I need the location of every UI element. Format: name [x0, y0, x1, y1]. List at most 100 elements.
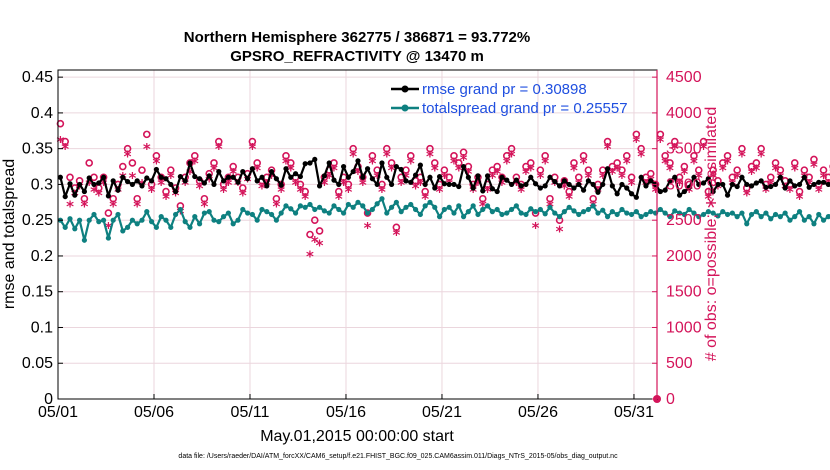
- totalspread-point: [76, 217, 83, 223]
- totalspread-point: [312, 206, 318, 213]
- rmse-point: [753, 180, 759, 186]
- obs-assimilated-point: *: [560, 180, 568, 198]
- y-left-tick-label: 0.05: [22, 355, 53, 372]
- rmse-point: [609, 183, 615, 189]
- obs-possible-point: [450, 152, 458, 160]
- totalspread-point: [465, 209, 471, 215]
- rmse-point: [777, 174, 783, 180]
- rmse-point: [705, 176, 711, 182]
- rmse-point: [115, 187, 121, 193]
- totalspread-point: [758, 214, 764, 220]
- rmse-point: [585, 178, 591, 184]
- rmse-point: [374, 181, 380, 188]
- totalspread-point: [422, 203, 428, 209]
- obs-assimilated-point: *: [460, 151, 468, 169]
- obs-possible-point: [637, 144, 645, 153]
- totalspread-point: [86, 217, 92, 223]
- obs-possible-point: [248, 137, 257, 146]
- obs-assimilated-point: *: [277, 183, 285, 201]
- totalspread-point: [768, 216, 774, 222]
- obs-possible-point: [363, 209, 372, 217]
- totalspread-point: [705, 209, 711, 215]
- obs-possible-point: [109, 194, 117, 203]
- rmse-point: [763, 184, 769, 190]
- totalspread-point: [182, 219, 188, 225]
- totalspread-point: [748, 211, 755, 218]
- y-left-tick-label: 0.25: [22, 212, 53, 229]
- rmse-point: [129, 181, 135, 188]
- totalspread-point: [580, 209, 587, 215]
- obs-assimilated-point: *: [412, 180, 420, 198]
- rmse-point: [216, 168, 222, 175]
- obs-assimilated-point: *: [258, 180, 266, 198]
- obs-assimilated-point: *: [124, 147, 132, 165]
- totalspread-point: [124, 224, 131, 230]
- obs-assimilated-point: *: [743, 187, 751, 205]
- rmse-point: [460, 163, 467, 170]
- obs-possible-point: [61, 137, 69, 146]
- totalspread-point: [489, 209, 495, 215]
- totalspread-point: [96, 219, 102, 225]
- x-tick-label: 05/31: [614, 404, 654, 421]
- obs-assimilated-point: *: [512, 176, 520, 194]
- totalspread-point: [715, 213, 721, 219]
- obs-assimilated-point: *: [733, 169, 741, 187]
- obs-possible-point: [162, 187, 170, 196]
- obs-assimilated-point: *: [508, 147, 516, 165]
- rmse-point: [638, 174, 644, 180]
- obs-assimilated-point: *: [608, 165, 616, 183]
- rmse-point: [393, 163, 399, 170]
- obs-possible-point: [526, 159, 535, 167]
- obs-assimilated-point: *: [100, 176, 108, 194]
- rmse-point: [408, 179, 414, 185]
- obs-assimilated-point: *: [148, 183, 156, 201]
- totalspread-point: [686, 206, 692, 213]
- obs-assimilated-point: *: [229, 165, 237, 183]
- totalspread-point: [230, 221, 236, 227]
- totalspread-point: [552, 210, 558, 216]
- totalspread-point: [657, 206, 663, 213]
- obs-assimilated-point: *: [186, 165, 194, 183]
- totalspread-point: [691, 210, 697, 216]
- obs-possible-point: [694, 166, 703, 174]
- totalspread-point: [662, 210, 668, 216]
- rmse-point: [590, 181, 596, 188]
- obs-assimilated-point: *: [162, 190, 170, 208]
- obs-assimilated-point: *: [239, 187, 247, 205]
- obs-possible-point: [387, 159, 396, 167]
- obs-possible-point: [733, 166, 741, 174]
- obs-assimilated-point: *: [354, 165, 362, 183]
- rmse-point: [796, 181, 803, 188]
- obs-assimilated-point: *: [215, 140, 223, 158]
- rmse-point: [523, 181, 529, 188]
- totalspread-point: [278, 210, 284, 216]
- obs-assimilated-point: *: [287, 162, 295, 180]
- obs-assimilated-point: *: [791, 162, 799, 180]
- rmse-point: [604, 166, 611, 172]
- y-right-tick-label: 3500: [666, 141, 702, 158]
- totalspread-point: [792, 214, 798, 220]
- obs-possible-point: [152, 152, 161, 160]
- obs-assimilated-point: *: [724, 154, 732, 172]
- totalspread-point: [254, 217, 260, 223]
- totalspread-point: [336, 206, 342, 213]
- totalspread-point: [264, 209, 270, 215]
- rmse-point: [504, 177, 510, 183]
- totalspread-point: [235, 217, 241, 223]
- totalspread-point: [139, 217, 145, 223]
- obs-possible-point: [210, 159, 218, 167]
- obs-possible-point: [752, 159, 761, 167]
- y-right-tick-label: 3000: [666, 176, 702, 193]
- totalspread-point: [504, 210, 510, 216]
- obs-assimilated-point: *: [359, 176, 367, 194]
- rmse-point: [676, 192, 683, 198]
- rmse-point: [484, 173, 491, 179]
- obs-assimilated-point: *: [714, 180, 722, 198]
- rmse-point: [528, 174, 534, 180]
- obs-assimilated-point: *: [671, 140, 679, 158]
- obs-assimilated-point: *: [786, 183, 794, 201]
- obs-possible-point: [123, 144, 132, 153]
- obs-assimilated-point: *: [296, 183, 304, 201]
- rmse-point: [465, 174, 471, 180]
- totalspread-point: [475, 211, 481, 218]
